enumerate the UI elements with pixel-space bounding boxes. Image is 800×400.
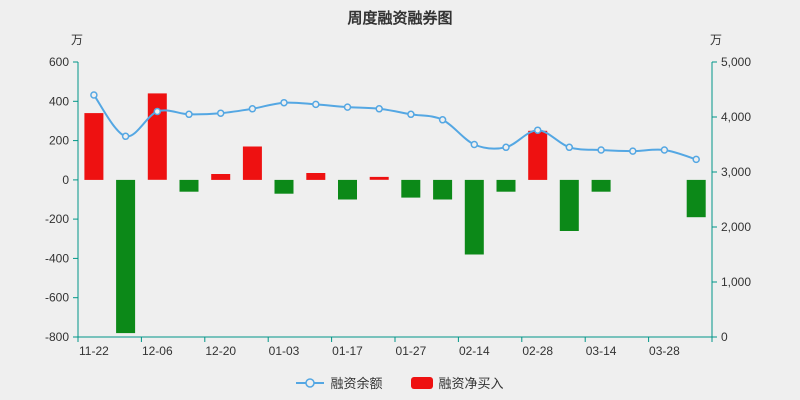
balance-line-marker xyxy=(90,91,98,99)
legend: 融资余额 融资净买入 xyxy=(0,373,800,392)
x-axis-label: 02-14 xyxy=(459,344,490,358)
balance-line-marker xyxy=(343,103,352,111)
netbuy-bar xyxy=(496,179,516,192)
y-axis-left-label: -400 xyxy=(45,251,69,265)
balance-line-marker xyxy=(438,116,447,124)
balance-line-marker xyxy=(692,155,700,164)
balance-line-marker xyxy=(597,146,605,154)
netbuy-bar xyxy=(306,173,326,180)
balance-line-marker xyxy=(502,143,510,152)
x-axis-label: 02-28 xyxy=(522,344,553,358)
netbuy-bar xyxy=(464,179,484,255)
y-axis-left-label: 0 xyxy=(62,173,69,187)
netbuy-bar xyxy=(211,174,231,180)
netbuy-bar xyxy=(433,179,453,200)
y-axis-right-label: 5,000 xyxy=(721,55,751,69)
netbuy-bar xyxy=(84,113,104,180)
x-axis-label: 03-14 xyxy=(586,344,617,358)
chart-title: 周度融资融券图 xyxy=(347,10,453,27)
y-axis-right-label: 3,000 xyxy=(721,165,751,179)
balance-line-marker xyxy=(248,105,257,113)
balance-line-marker xyxy=(470,140,479,149)
y-axis-right-label: 1,000 xyxy=(721,275,751,289)
y-axis-left-label: -600 xyxy=(45,291,69,305)
balance-line-marker xyxy=(280,98,288,107)
netbuy-bar xyxy=(242,146,262,180)
balance-line-marker xyxy=(121,132,130,141)
balance-line-marker xyxy=(216,109,225,117)
legend-item-balance[interactable]: 融资余额 xyxy=(296,373,383,392)
y-axis-right-label: 0 xyxy=(721,330,728,344)
netbuy-bar xyxy=(401,179,421,198)
x-axis-label: 12-06 xyxy=(142,344,173,358)
y-axis-left-label: -200 xyxy=(45,212,69,226)
netbuy-bar xyxy=(591,179,611,192)
netbuy-bar xyxy=(528,130,548,180)
x-axis-label: 12-20 xyxy=(205,344,236,358)
y-axis-right-label: 4,000 xyxy=(721,110,751,124)
balance-line-marker xyxy=(153,107,162,116)
netbuy-bar xyxy=(274,179,294,194)
netbuy-bar xyxy=(559,179,579,231)
left-axis-unit: 万 xyxy=(70,33,83,47)
y-axis-right-label: 2,000 xyxy=(721,220,751,234)
legend-label-netbuy: 融资净买入 xyxy=(438,376,504,391)
balance-line-marker xyxy=(629,147,637,155)
bar-legend-marker xyxy=(410,376,433,389)
netbuy-bar xyxy=(116,179,136,334)
legend-item-netbuy[interactable]: 融资净买入 xyxy=(410,373,504,392)
y-axis-left-label: 200 xyxy=(49,134,69,148)
balance-line-marker xyxy=(375,105,383,113)
right-axis-unit: 万 xyxy=(709,33,722,47)
netbuy-bar xyxy=(369,176,389,180)
netbuy-bar xyxy=(179,179,199,192)
balance-line-marker xyxy=(185,110,193,119)
netbuy-bar xyxy=(686,179,706,218)
x-axis-label: 11-22 xyxy=(79,344,109,358)
netbuy-bar xyxy=(338,179,357,200)
balance-line-marker xyxy=(533,126,542,134)
balance-line-marker xyxy=(407,110,415,119)
x-axis-label: 01-27 xyxy=(396,344,427,358)
balance-line-marker xyxy=(312,100,320,109)
y-axis-left-label: 400 xyxy=(49,94,69,108)
x-axis-label: 01-17 xyxy=(332,344,363,358)
y-axis-left-label: -800 xyxy=(45,330,69,344)
line-legend-marker xyxy=(296,377,325,388)
balance-line-marker xyxy=(660,146,669,154)
balance-line-marker xyxy=(565,143,574,152)
legend-label-balance: 融资余额 xyxy=(330,376,383,391)
x-axis-label: 01-03 xyxy=(269,344,300,358)
x-axis-label: 03-28 xyxy=(649,344,680,358)
balance-line xyxy=(93,94,697,161)
netbuy-bar xyxy=(147,93,167,180)
y-axis-left-label: 600 xyxy=(49,55,69,69)
